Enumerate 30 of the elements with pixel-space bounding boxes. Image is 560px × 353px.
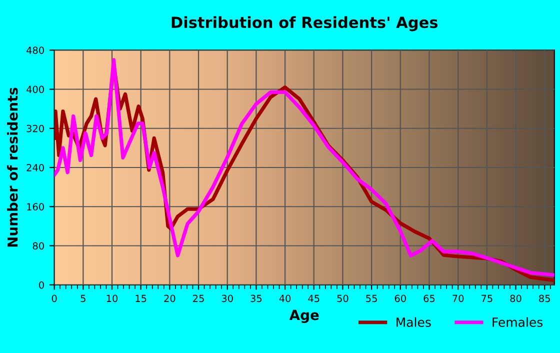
x-tick-label: 40 <box>279 294 291 302</box>
y-tick-label: 400 <box>26 86 44 94</box>
x-tick-label: 50 <box>337 294 348 302</box>
x-tick-label: 25 <box>193 294 204 302</box>
y-tick-label: 240 <box>26 164 44 172</box>
y-tick-label: 320 <box>26 124 44 132</box>
x-tick-label: 55 <box>366 294 377 302</box>
x-tick-label: 85 <box>539 294 550 302</box>
y-tick-label: 480 <box>26 46 44 54</box>
x-tick-label: 20 <box>164 294 176 302</box>
y-tick-label: 160 <box>27 203 44 210</box>
x-tick-label: 5 <box>80 294 86 302</box>
x-tick-label: 65 <box>424 294 435 302</box>
x-tick-label: 80 <box>510 294 522 302</box>
x-tick-label: 60 <box>394 294 406 302</box>
x-tick-label: 45 <box>308 294 320 302</box>
legend-label: Males <box>396 317 431 327</box>
legend-label: Females <box>492 317 543 327</box>
x-tick-label: 15 <box>136 294 146 302</box>
y-axis-title: Number of residents <box>7 88 18 247</box>
x-tick-label: 10 <box>106 294 118 302</box>
x-tick-label: 30 <box>222 294 233 302</box>
x-tick-label: 75 <box>482 294 492 302</box>
x-tick-label: 0 <box>52 294 57 302</box>
x-tick-label: 35 <box>250 294 262 302</box>
y-tick-label: 80 <box>32 242 44 250</box>
chart-title: Distribution of Residents' Ages <box>172 16 438 32</box>
x-axis-title: Age <box>289 310 319 323</box>
y-tick-label: 0 <box>39 281 44 289</box>
x-tick-label: 70 <box>452 294 464 302</box>
